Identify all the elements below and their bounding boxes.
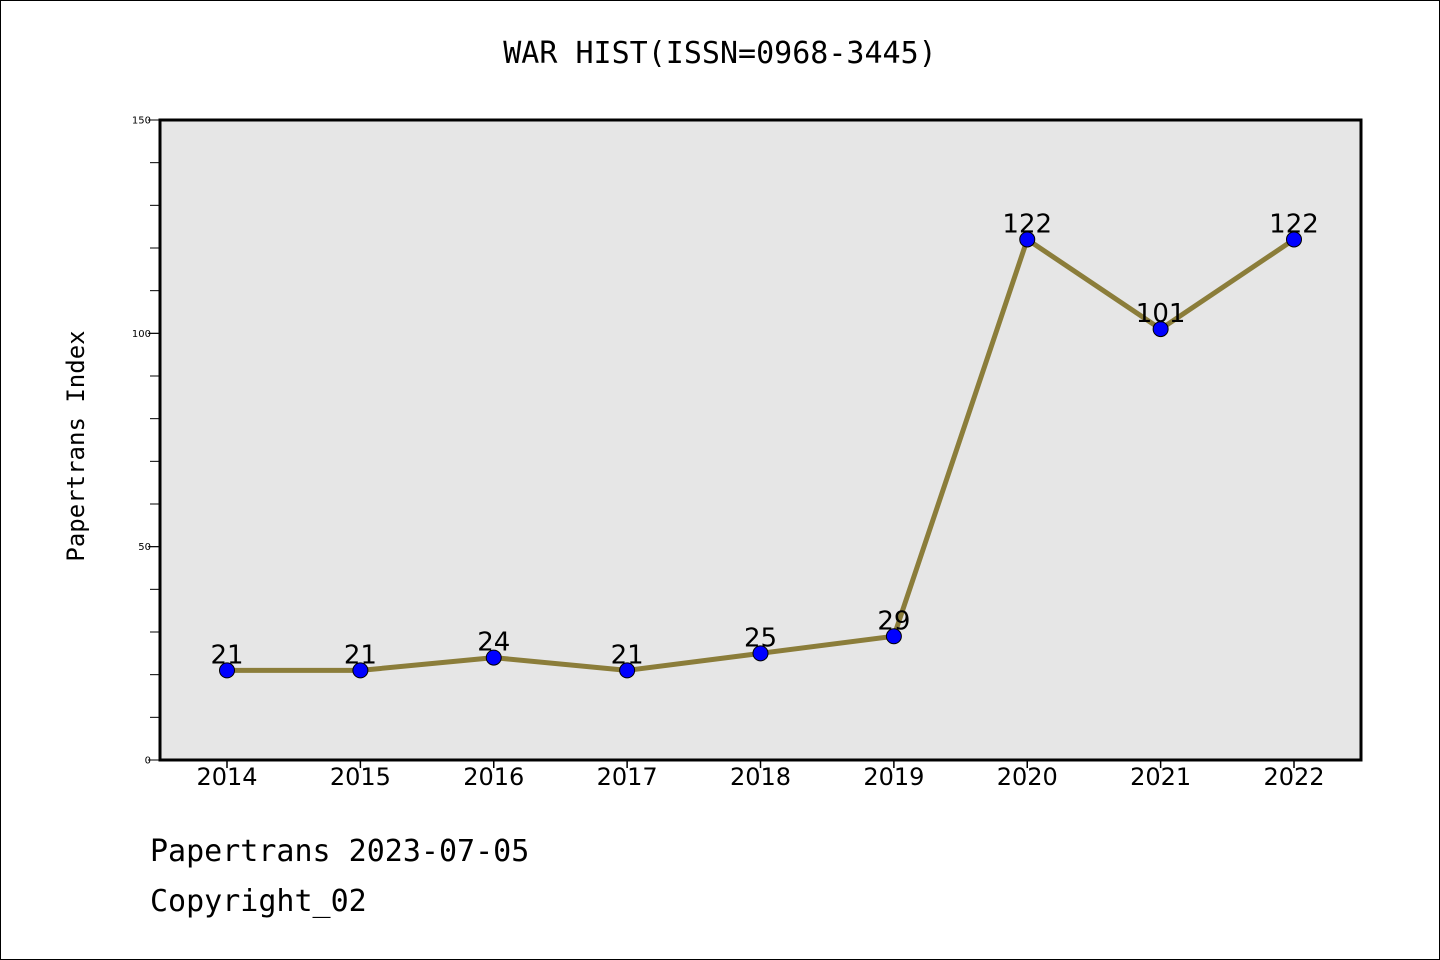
- x-tick-label: 2019: [863, 763, 924, 791]
- data-label: 24: [477, 628, 510, 658]
- data-label: 122: [1269, 209, 1319, 239]
- y-axis: 0 50 100 150: [132, 116, 160, 767]
- data-label: 21: [344, 640, 377, 670]
- data-point: [619, 662, 636, 679]
- footer-date: Papertrans 2023-07-05: [150, 834, 530, 869]
- data-label: 21: [611, 640, 644, 670]
- data-label: 29: [877, 606, 910, 636]
- plot-background: [158, 118, 1363, 762]
- data-point: [352, 662, 369, 679]
- x-tick-label: 2016: [463, 763, 524, 791]
- data-point: [1019, 231, 1036, 248]
- x-tick-label: 2021: [1130, 763, 1191, 791]
- data-point: [1286, 231, 1302, 248]
- x-axis: 2014 2015 2016 2017 2018 2019 2020 2021 2022: [196, 760, 1325, 791]
- y-tick-label: 50: [138, 542, 151, 553]
- x-tick-label: 2018: [730, 763, 791, 791]
- x-tick-label: 2014: [196, 763, 257, 791]
- data-point: [219, 662, 235, 679]
- chart-title: WAR HIST(ISSN=0968-3445): [503, 36, 937, 71]
- y-tick-label: 0: [145, 756, 151, 767]
- data-label: 101: [1136, 299, 1186, 329]
- y-tick-label: 100: [132, 329, 151, 340]
- x-tick-label: 2020: [997, 763, 1058, 791]
- x-tick-label: 2022: [1263, 763, 1324, 791]
- data-labels: 21 21 24 21 25 29 122 101 122: [210, 209, 1318, 670]
- footer-copyright: Copyright_02: [150, 884, 367, 919]
- y-tick-label: 150: [132, 116, 151, 127]
- data-point: [485, 649, 502, 666]
- data-point: [752, 645, 769, 662]
- data-label: 25: [744, 623, 777, 653]
- x-tick-label: 2015: [330, 763, 391, 791]
- series-markers: [219, 231, 1302, 679]
- data-label: 122: [1002, 209, 1052, 239]
- data-label: 21: [210, 640, 243, 670]
- data-point: [885, 628, 902, 645]
- x-tick-label: 2017: [597, 763, 658, 791]
- data-point: [1152, 321, 1169, 338]
